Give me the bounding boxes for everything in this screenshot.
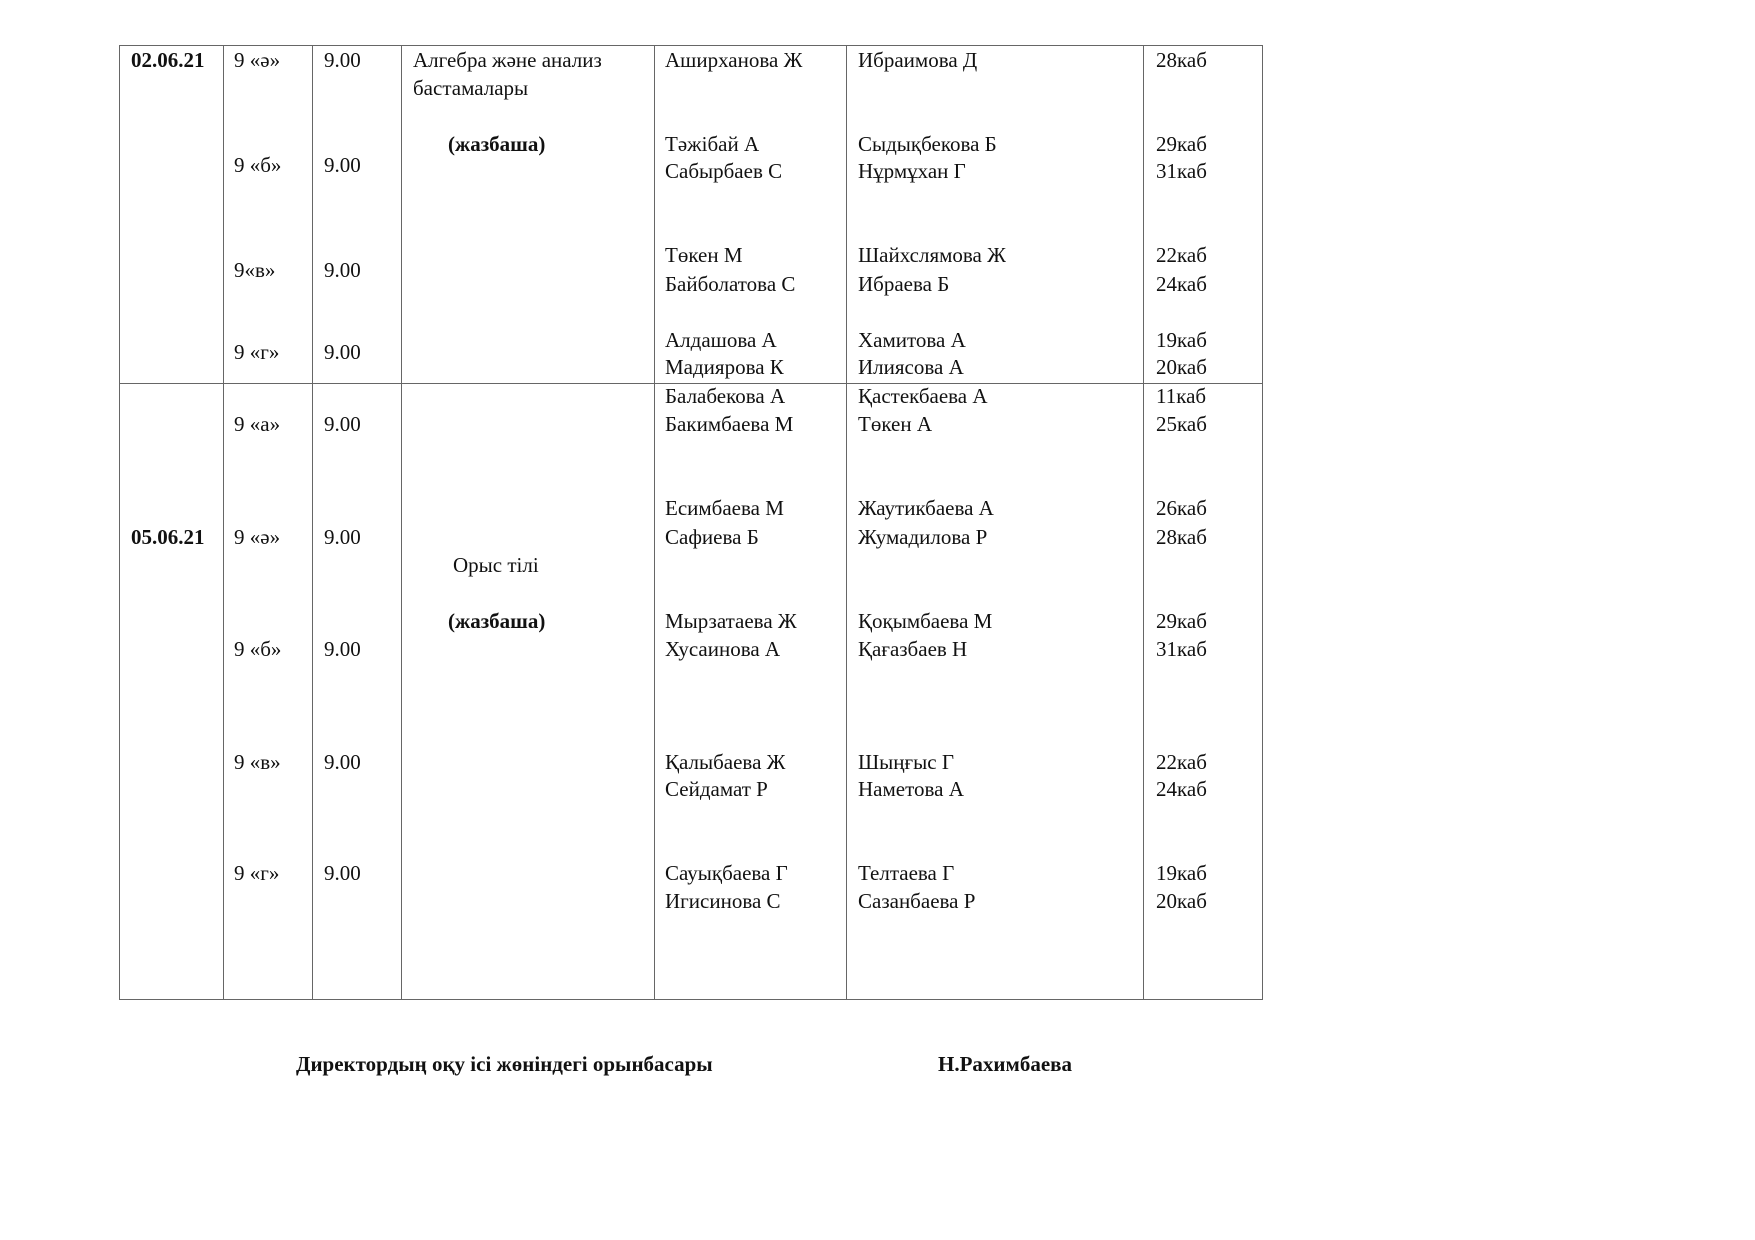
room-number: 22каб xyxy=(1156,243,1207,267)
assistant-name: Шайхслямова Ж xyxy=(858,243,1006,267)
footer-signatory-name: Н.Рахимбаева xyxy=(938,1052,1072,1076)
assistant-name: Хамитова А xyxy=(858,328,966,352)
exam-time: 9.00 xyxy=(324,525,361,549)
table-border-bottom xyxy=(119,999,1263,1000)
exam-date: 05.06.21 xyxy=(131,525,205,549)
class-name: 9 «б» xyxy=(234,153,282,177)
organizer-name: Сейдамат Р xyxy=(665,777,768,801)
class-name: 9 «г» xyxy=(234,340,280,364)
column-line xyxy=(401,45,402,1000)
organizer-name: Хусаинова А xyxy=(665,637,781,661)
room-number: 22каб xyxy=(1156,750,1207,774)
organizer-name: Мадиярова К xyxy=(665,355,784,379)
room-number: 25каб xyxy=(1156,412,1207,436)
class-name: 9«в» xyxy=(234,258,276,282)
exam-time: 9.00 xyxy=(324,861,361,885)
column-line xyxy=(119,45,120,1000)
room-number: 29каб xyxy=(1156,132,1207,156)
room-number: 29каб xyxy=(1156,609,1207,633)
assistant-name: Ибраева Б xyxy=(858,272,950,296)
exam-format: (жазбаша) xyxy=(448,132,546,156)
assistant-name: Илиясова А xyxy=(858,355,964,379)
class-name: 9 «а» xyxy=(234,412,281,436)
room-number: 31каб xyxy=(1156,159,1207,183)
table-border-right xyxy=(1262,45,1263,1000)
assistant-name: Наметова А xyxy=(858,777,964,801)
column-line xyxy=(654,45,655,1000)
assistant-name: Телтаева Г xyxy=(858,861,955,885)
exam-time: 9.00 xyxy=(324,412,361,436)
exam-date: 02.06.21 xyxy=(131,48,205,72)
column-line xyxy=(223,45,224,1000)
room-number: 24каб xyxy=(1156,777,1207,801)
organizer-name: Игисинова С xyxy=(665,889,781,913)
room-number: 19каб xyxy=(1156,328,1207,352)
organizer-name: Байболатова С xyxy=(665,272,796,296)
class-name: 9 «в» xyxy=(234,750,281,774)
class-name: 9 «ә» xyxy=(234,525,281,549)
room-number: 11каб xyxy=(1156,384,1207,408)
subject-name: бастамалары xyxy=(413,76,529,100)
exam-time: 9.00 xyxy=(324,340,361,364)
exam-format: (жазбаша) xyxy=(448,609,546,633)
organizer-name: Тәжібай А xyxy=(665,132,760,156)
session-divider xyxy=(119,383,1263,384)
room-number: 20каб xyxy=(1156,355,1207,379)
assistant-name: Ибраимова Д xyxy=(858,48,978,72)
organizer-name: Балабекова А xyxy=(665,384,786,408)
assistant-name: Төкен А xyxy=(858,412,932,436)
class-name: 9 «г» xyxy=(234,861,280,885)
assistant-name: Қастекбаева А xyxy=(858,384,988,408)
assistant-name: Шыңғыс Г xyxy=(858,750,954,774)
assistant-name: Жаутикбаева А xyxy=(858,496,994,520)
subject-name: Орыс тілі xyxy=(453,553,539,577)
room-number: 20каб xyxy=(1156,889,1207,913)
room-number: 31каб xyxy=(1156,637,1207,661)
class-name: 9 «б» xyxy=(234,637,282,661)
organizer-name: Сафиева Б xyxy=(665,525,759,549)
class-name: 9 «ә» xyxy=(234,48,281,72)
assistant-name: Қағазбаев Н xyxy=(858,637,968,661)
column-line xyxy=(846,45,847,1000)
exam-time: 9.00 xyxy=(324,258,361,282)
organizer-name: Есимбаева М xyxy=(665,496,784,520)
table-border-top xyxy=(119,45,1263,46)
organizer-name: Аширханова Ж xyxy=(665,48,803,72)
room-number: 26каб xyxy=(1156,496,1207,520)
exam-time: 9.00 xyxy=(324,153,361,177)
assistant-name: Сазанбаева Р xyxy=(858,889,976,913)
organizer-name: Алдашова А xyxy=(665,328,777,352)
subject-name: Алгебра және анализ xyxy=(413,48,602,72)
organizer-name: Қалыбаева Ж xyxy=(665,750,786,774)
room-number: 24каб xyxy=(1156,272,1207,296)
room-number: 28каб xyxy=(1156,525,1207,549)
organizer-name: Төкен М xyxy=(665,243,743,267)
organizer-name: Сауықбаева Г xyxy=(665,861,788,885)
exam-time: 9.00 xyxy=(324,637,361,661)
exam-time: 9.00 xyxy=(324,48,361,72)
assistant-name: Сыдықбекова Б xyxy=(858,132,997,156)
exam-time: 9.00 xyxy=(324,750,361,774)
column-line xyxy=(1143,45,1144,1000)
organizer-name: Бакимбаева М xyxy=(665,412,794,436)
organizer-name: Сабырбаев С xyxy=(665,159,783,183)
footer-position: Директордың оқу ісі жөніндегі орынбасары xyxy=(296,1052,713,1076)
room-number: 19каб xyxy=(1156,861,1207,885)
column-line xyxy=(312,45,313,1000)
assistant-name: Нұрмұхан Г xyxy=(858,159,966,183)
room-number: 28каб xyxy=(1156,48,1207,72)
assistant-name: Жумадилова Р xyxy=(858,525,988,549)
assistant-name: Қоқымбаева М xyxy=(858,609,993,633)
organizer-name: Мырзатаева Ж xyxy=(665,609,797,633)
